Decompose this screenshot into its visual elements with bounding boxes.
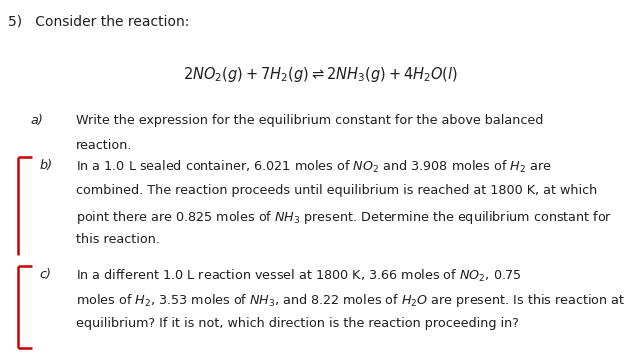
Text: b): b) <box>40 159 53 172</box>
Text: reaction.: reaction. <box>76 139 132 152</box>
Text: Write the expression for the equilibrium constant for the above balanced: Write the expression for the equilibrium… <box>76 114 543 127</box>
Text: this reaction.: this reaction. <box>76 233 160 246</box>
Text: point there are 0.825 moles of $NH_3$ present. Determine the equilibrium constan: point there are 0.825 moles of $NH_3$ pr… <box>76 209 612 226</box>
Text: $2NO_2(g) + 7H_2(g) \rightleftharpoons 2NH_3(g) + 4H_2O(l)$: $2NO_2(g) + 7H_2(g) \rightleftharpoons 2… <box>184 65 458 84</box>
Text: moles of $H_2$, 3.53 moles of $NH_3$, and 8.22 moles of $H_2O$ are present. Is t: moles of $H_2$, 3.53 moles of $NH_3$, an… <box>76 292 625 310</box>
Text: a): a) <box>31 114 44 127</box>
Text: c): c) <box>40 268 52 281</box>
Text: In a different 1.0 L reaction vessel at 1800 K, 3.66 moles of $NO_2$, 0.75: In a different 1.0 L reaction vessel at … <box>76 268 521 284</box>
Text: 5)   Consider the reaction:: 5) Consider the reaction: <box>8 14 189 29</box>
Text: equilibrium? If it is not, which direction is the reaction proceeding in?: equilibrium? If it is not, which directi… <box>76 317 519 330</box>
Text: In a 1.0 L sealed container, 6.021 moles of $NO_2$ and 3.908 moles of $H_2$ are: In a 1.0 L sealed container, 6.021 moles… <box>76 159 551 175</box>
Text: combined. The reaction proceeds until equilibrium is reached at 1800 K, at which: combined. The reaction proceeds until eq… <box>76 184 597 197</box>
